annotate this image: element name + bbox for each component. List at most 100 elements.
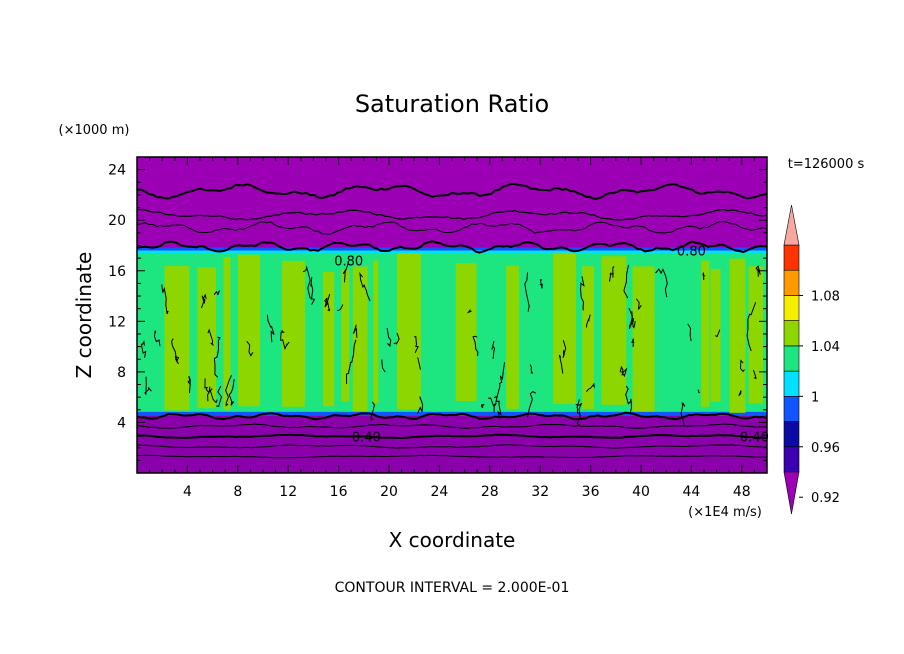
- colorbar-max-arrow: [783, 204, 800, 246]
- colorbar-segment: [783, 244, 800, 271]
- contour-fragment: [417, 357, 421, 370]
- contour-fragment: [353, 324, 358, 338]
- contour-fragment: [529, 364, 534, 374]
- y-tick-label: 12: [108, 314, 126, 330]
- x-tick-label: 32: [531, 484, 549, 500]
- supersaturated-column: [701, 260, 710, 407]
- x-axis-ticks: 4 8 12 16 20 24 28 32 36 40 44 48: [149, 157, 755, 500]
- colorbar-segment: [783, 295, 800, 321]
- x-tick-label: 48: [733, 484, 751, 500]
- contour-fragment: [266, 314, 275, 343]
- x-tick-label: 8: [233, 484, 242, 500]
- x-tick-label: 28: [481, 484, 499, 500]
- colorbar-segment: [783, 320, 800, 347]
- chart-title: Saturation Ratio: [355, 90, 549, 118]
- x-units-label: (×1E4 m/s): [688, 505, 762, 520]
- supersaturated-column: [582, 266, 594, 409]
- supersaturated-column: [397, 253, 421, 410]
- contour-fragment: [585, 383, 595, 392]
- contour-line-lower-4: [137, 454, 767, 459]
- contour-fragment: [687, 323, 692, 342]
- contour-fragment: [488, 397, 497, 413]
- x-tick-label: 44: [682, 484, 700, 500]
- supersaturated-column: [352, 266, 368, 412]
- contour-fragment: [579, 276, 585, 311]
- colorbar-label: 0.92: [811, 491, 840, 506]
- x-axis-label: X coordinate: [389, 528, 516, 552]
- contour-fragment: [702, 272, 706, 281]
- y-tick-label: 24: [108, 163, 126, 179]
- y-tick-label: 4: [117, 415, 126, 431]
- contour-fragment: [558, 354, 564, 374]
- contour-fragment: [539, 279, 543, 289]
- contour-fragment: [629, 311, 636, 329]
- contour-lines: [137, 182, 767, 459]
- contour-fragment: [619, 365, 628, 378]
- supersaturated-column: [281, 260, 306, 407]
- contour-fragment: [414, 336, 419, 353]
- contour-fragment: [213, 336, 221, 378]
- colorbar-segment: [783, 421, 800, 448]
- contour-fragment: [466, 309, 472, 314]
- contour-fragment: [161, 284, 169, 315]
- contour-fragment: [524, 272, 530, 312]
- contour-fragment: [208, 386, 218, 403]
- contour-fragment: [386, 327, 392, 348]
- contour-fragment: [609, 266, 615, 282]
- supersaturated-column: [164, 266, 190, 411]
- contour-fragment: [187, 375, 191, 393]
- contour-interval-footer: CONTOUR INTERVAL = 2.000E-01: [335, 580, 570, 596]
- contour-fragment: [213, 290, 220, 296]
- contour-fragment: [345, 339, 357, 384]
- x-tick-label: 4: [183, 484, 192, 500]
- colorbar: [783, 204, 800, 515]
- supersaturated-column: [601, 256, 627, 405]
- contour-fragment: [631, 338, 635, 347]
- contour-fragment: [302, 265, 311, 299]
- colorbar-min-arrow: [783, 471, 800, 515]
- contour-fragment: [623, 264, 630, 299]
- contour-fragment: [216, 385, 223, 408]
- colorbar-label: 1.08: [811, 289, 840, 304]
- contour-fragment: [342, 262, 349, 283]
- supersaturated-column: [323, 272, 335, 407]
- contour-label: 0.40: [352, 430, 381, 445]
- contour-fragment: [228, 378, 235, 406]
- contour-fragment: [201, 293, 207, 309]
- contour-fragment: [491, 340, 496, 360]
- contour-fragment: [417, 396, 424, 414]
- contour-fragment: [495, 362, 506, 403]
- contour-fragment: [738, 390, 742, 397]
- x-tick-label: 12: [279, 484, 297, 500]
- contour-plot-area: [137, 157, 767, 473]
- colorbar-label: 0.96: [811, 441, 840, 456]
- supersaturated-column: [506, 265, 520, 409]
- y-tick-label: 16: [108, 264, 126, 280]
- supersaturated-column: [455, 263, 477, 401]
- supersaturated-column: [223, 257, 231, 410]
- supersaturated-column: [237, 254, 261, 407]
- contour-line-0.40: [137, 433, 767, 440]
- contour-fragment: [680, 401, 686, 426]
- contour-line-lower-1: [137, 423, 767, 429]
- contour-fragment: [225, 375, 232, 407]
- contour-line-upper: [137, 182, 767, 200]
- contour-fragment: [575, 404, 581, 426]
- x-tick-label: 24: [430, 484, 448, 500]
- contour-fragment: [697, 389, 700, 394]
- y-tick-label: 20: [108, 213, 126, 229]
- contour-label: 0.40: [740, 430, 769, 445]
- contour-line-upper-2: [137, 208, 767, 221]
- y-units-label: (×1000 m): [59, 123, 130, 138]
- cloud-top-edge-cyan: [137, 250, 767, 254]
- contour-fragment: [480, 403, 485, 409]
- contour-fragment: [279, 330, 290, 351]
- colorbar-segment: [783, 269, 800, 296]
- contour-fragment: [527, 390, 536, 418]
- contour-line-upper-3: [137, 220, 767, 235]
- y-axis-label: Z coordinate: [72, 252, 96, 379]
- cloud-top-edge: [137, 247, 767, 252]
- y-tick-label: 8: [117, 365, 126, 381]
- contour-fragment: [576, 399, 583, 419]
